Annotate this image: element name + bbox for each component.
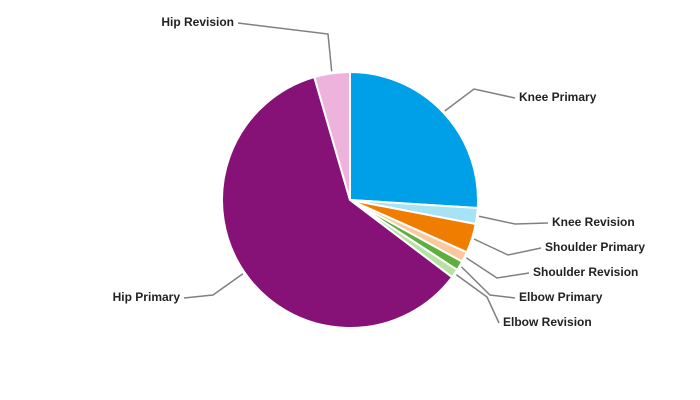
leader-line — [473, 238, 542, 256]
leader-line — [183, 273, 244, 299]
leader-line — [444, 88, 516, 112]
leader-line — [237, 22, 333, 72]
slice-label: Knee Primary — [519, 90, 597, 104]
slice-label: Knee Revision — [552, 215, 635, 229]
slice-label: Hip Revision — [161, 15, 234, 29]
pie-slice — [313, 70, 351, 201]
slice-label: Elbow Revision — [503, 315, 592, 329]
leader-line — [478, 215, 549, 225]
leader-line — [455, 274, 500, 324]
pie-slice — [349, 70, 479, 210]
slice-label: Shoulder Revision — [533, 265, 638, 279]
slice-label: Hip Primary — [113, 290, 181, 304]
slice-label: Elbow Primary — [519, 290, 603, 304]
leader-line — [465, 257, 530, 279]
pie-slice — [221, 75, 454, 329]
slice-label: Shoulder Primary — [545, 240, 645, 254]
leader-line — [460, 266, 516, 299]
